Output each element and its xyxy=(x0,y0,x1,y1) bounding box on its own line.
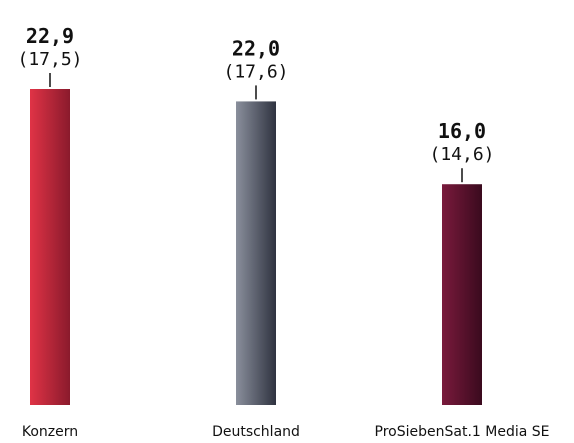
category-label-deutschland: Deutschland xyxy=(212,424,300,440)
value-label-konzern: 22,9 xyxy=(26,24,74,48)
value-label-deutschland: 22,0 xyxy=(232,36,280,60)
bar-deutschland xyxy=(236,101,276,405)
bars-layer xyxy=(30,89,482,405)
prior-value-label-deutschland: (17,6) xyxy=(223,61,288,82)
bar-konzern xyxy=(30,89,70,405)
value-labels-layer: 22,9(17,5) 22,0(17,6) 16,0(14,6) xyxy=(17,24,495,183)
bar-prosiebensat1 xyxy=(442,184,482,405)
prior-value-label-prosiebensat1: (14,6) xyxy=(429,144,494,165)
value-label-prosiebensat1: 16,0 xyxy=(438,119,486,143)
category-label-konzern: Konzern xyxy=(21,424,79,440)
category-label-prosiebensat1: ProSiebenSat.1 Media SE xyxy=(374,424,550,440)
prior-value-label-konzern: (17,5) xyxy=(17,49,82,70)
